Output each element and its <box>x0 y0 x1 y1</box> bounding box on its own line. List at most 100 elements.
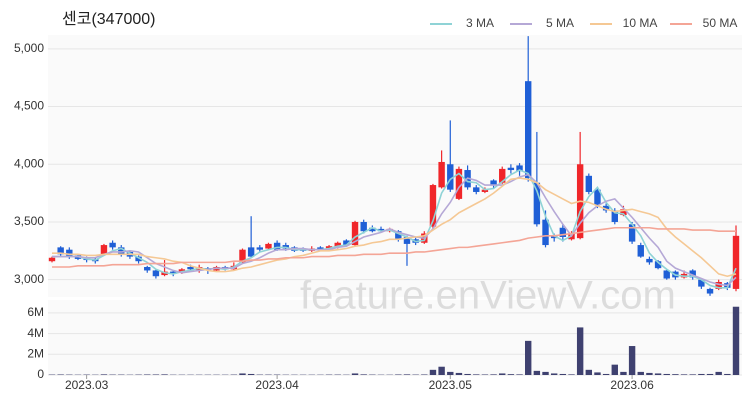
volume-bar <box>403 374 411 375</box>
candle-body <box>369 227 376 232</box>
candle-body <box>447 164 454 190</box>
volume-bar <box>247 373 255 375</box>
candle-body <box>455 168 463 199</box>
candle-body <box>481 189 489 192</box>
candle-body <box>152 270 160 277</box>
volume-bar <box>715 371 722 375</box>
y-tick-label: 6M <box>27 305 44 319</box>
candle-body <box>343 240 350 246</box>
x-tick-label: 2023.04 <box>255 378 299 392</box>
volume-bar <box>481 374 489 375</box>
candle-body <box>490 180 497 186</box>
candle-body <box>507 167 515 171</box>
candle-body <box>550 235 558 239</box>
candle-body <box>100 245 108 255</box>
y-tick-label: 0 <box>37 367 44 381</box>
candle-body <box>542 219 549 246</box>
volume-bar <box>654 373 662 375</box>
candle-body <box>66 249 73 257</box>
candle-body <box>247 247 255 257</box>
volume-bar <box>239 373 246 375</box>
volume-bar <box>351 373 359 375</box>
candle-body <box>360 221 367 232</box>
candle-body <box>620 209 627 216</box>
candle-body <box>654 261 662 269</box>
ma-line <box>52 226 736 268</box>
volume-bar <box>680 374 688 375</box>
volume-bar <box>507 374 515 375</box>
candle-body <box>611 210 618 222</box>
candle-body <box>637 245 644 257</box>
volume-bar <box>490 374 497 375</box>
y-tick-label: 4,000 <box>14 156 44 170</box>
candle-body <box>273 242 281 250</box>
candle-body <box>715 281 722 289</box>
volume-bar <box>57 374 64 375</box>
volume-bar <box>447 371 454 375</box>
candle-body <box>516 165 523 172</box>
volume-bar <box>576 327 584 375</box>
candle-body <box>594 189 601 205</box>
candle-body <box>602 205 610 211</box>
volume-bar <box>499 373 506 375</box>
candle-body <box>732 235 740 289</box>
candle-body <box>438 161 445 188</box>
candle-body <box>135 256 142 262</box>
x-tick-label: 2023.05 <box>429 378 473 392</box>
legend-label: 5 MA <box>546 16 574 30</box>
y-tick-label: 2M <box>27 346 44 360</box>
volume-bar <box>559 373 567 375</box>
ma-line <box>52 169 737 289</box>
volume-bar <box>568 374 575 375</box>
volume-bar <box>516 374 523 375</box>
candle-body <box>429 185 437 227</box>
ma-line <box>52 177 737 278</box>
volume-bar <box>637 371 644 375</box>
volume-bar <box>672 374 679 375</box>
volume-bar <box>533 370 541 375</box>
candle-body <box>646 258 653 263</box>
candle-body <box>118 247 125 255</box>
volume-bar <box>395 374 402 375</box>
candle-body <box>256 247 263 250</box>
x-tick-label: 2023.06 <box>610 378 654 392</box>
volume-bar <box>542 371 549 375</box>
ma-line <box>52 173 737 287</box>
volume-bar <box>706 373 714 375</box>
candle-body <box>239 249 246 263</box>
legend-label: 10 MA <box>623 16 658 30</box>
legend-label: 50 MA <box>703 16 738 30</box>
volume-bar <box>689 374 696 375</box>
volume-bar <box>611 364 618 375</box>
y-tick-label: 5,000 <box>14 41 44 55</box>
y-tick-label: 4M <box>27 326 44 340</box>
volume-bar <box>602 373 610 375</box>
candle-body <box>585 175 593 192</box>
candle-body <box>48 257 56 262</box>
volume-bar <box>550 373 558 375</box>
candle-body <box>317 247 324 250</box>
volume-bar <box>724 373 731 375</box>
watermark: feature.enViewV.com <box>300 274 676 318</box>
chart-title: 센코(347000) <box>62 10 156 28</box>
y-tick-label: 3,500 <box>14 214 44 228</box>
volume-bar <box>100 374 108 375</box>
volume-bar <box>585 369 593 375</box>
candle-body <box>533 182 541 225</box>
volume-bar <box>732 306 740 375</box>
volume-bar <box>620 371 627 375</box>
candle-body <box>395 231 402 240</box>
candle-body <box>473 187 480 192</box>
volume-bar <box>429 369 437 375</box>
candle-body <box>525 81 532 179</box>
volume-bar <box>438 366 445 375</box>
volume-bar <box>421 374 428 375</box>
candle-body <box>144 266 151 271</box>
candle-body <box>351 221 359 246</box>
volume-bar <box>698 373 705 375</box>
volume-bar <box>525 340 532 375</box>
candle-body <box>170 271 177 274</box>
x-tick-label: 2023.03 <box>65 378 109 392</box>
candle-body <box>57 247 64 255</box>
